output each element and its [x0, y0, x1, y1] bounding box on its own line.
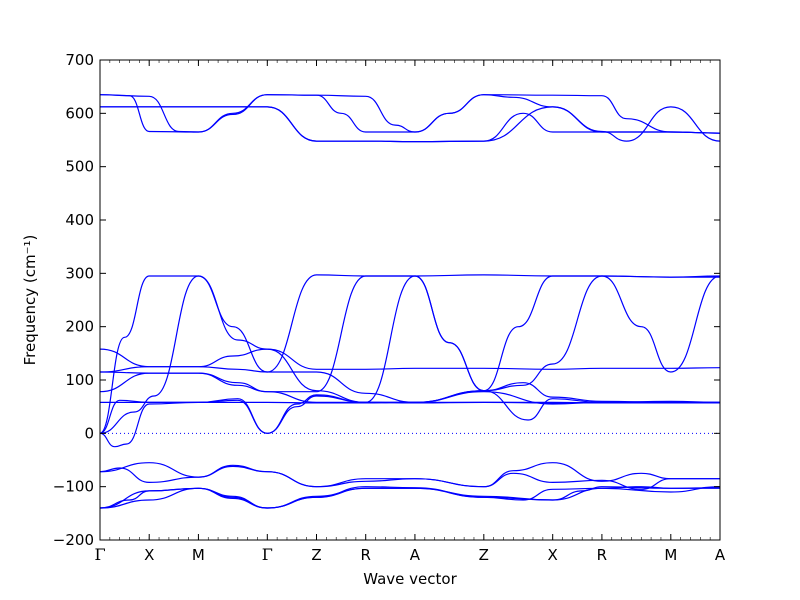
x-tick-label: M	[664, 546, 677, 564]
y-axis-label: Frequency (cm⁻¹)	[21, 235, 39, 366]
phonon-branch-12	[100, 382, 720, 434]
x-tick-label: Γ	[262, 545, 273, 564]
phonon-branch-14	[100, 462, 720, 488]
phonon-branch-8	[100, 275, 720, 393]
phonon-branch-13	[100, 395, 720, 448]
x-tick-label: R	[597, 546, 607, 564]
plot-border	[99, 59, 721, 541]
phonon-branch-18	[100, 486, 720, 509]
phonon-branch-5	[100, 274, 720, 434]
y-tick-label: −200	[53, 531, 94, 549]
x-tick-label: Z	[311, 546, 321, 564]
phonon-branch-7	[100, 275, 720, 404]
phonon-branch-9	[100, 366, 720, 421]
x-tick-label: A	[715, 546, 726, 564]
phonon-branch-1	[100, 94, 720, 134]
y-tick-label: 700	[65, 51, 94, 69]
y-tick-label: 600	[65, 104, 94, 122]
phonon-branch-6	[100, 275, 720, 434]
phonon-branch-16	[100, 486, 720, 509]
y-tick-label: 100	[65, 371, 94, 389]
x-tick-label: A	[410, 546, 421, 564]
phonon-branch-3	[100, 106, 720, 143]
phonon-branch-10	[100, 372, 720, 405]
phonon-branch-4	[100, 106, 720, 143]
x-axis-label: Wave vector	[363, 570, 457, 588]
y-tick-label: 0	[84, 424, 94, 442]
x-tick-label: M	[192, 546, 205, 564]
y-tick-label: 400	[65, 211, 94, 229]
y-tick-label: 300	[65, 264, 94, 282]
phonon-branch-2	[100, 94, 720, 134]
phonon-branch-17	[100, 486, 720, 509]
x-tick-label: X	[144, 546, 154, 564]
x-tick-label: Γ	[94, 545, 105, 564]
phonon-branch-15	[100, 465, 720, 490]
y-tick-label: 200	[65, 318, 94, 336]
x-tick-label: Z	[479, 546, 489, 564]
y-tick-label: 500	[65, 158, 94, 176]
series-layer	[100, 94, 720, 509]
y-tick-label: −100	[53, 478, 94, 496]
x-tick-label: X	[548, 546, 558, 564]
x-tick-label: R	[360, 546, 370, 564]
plot-frame	[99, 59, 721, 541]
